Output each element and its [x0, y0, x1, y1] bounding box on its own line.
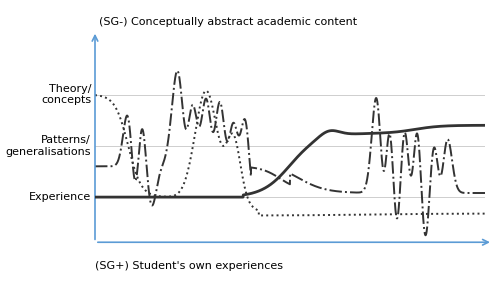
Text: Theory/
concepts: Theory/ concepts	[41, 84, 91, 105]
Text: Experience: Experience	[29, 192, 91, 202]
Text: (SG+) Student's own experiences: (SG+) Student's own experiences	[95, 261, 283, 271]
Text: (SG-) Conceptually abstract academic content: (SG-) Conceptually abstract academic con…	[99, 17, 357, 27]
Text: Patterns/
generalisations: Patterns/ generalisations	[6, 135, 91, 156]
